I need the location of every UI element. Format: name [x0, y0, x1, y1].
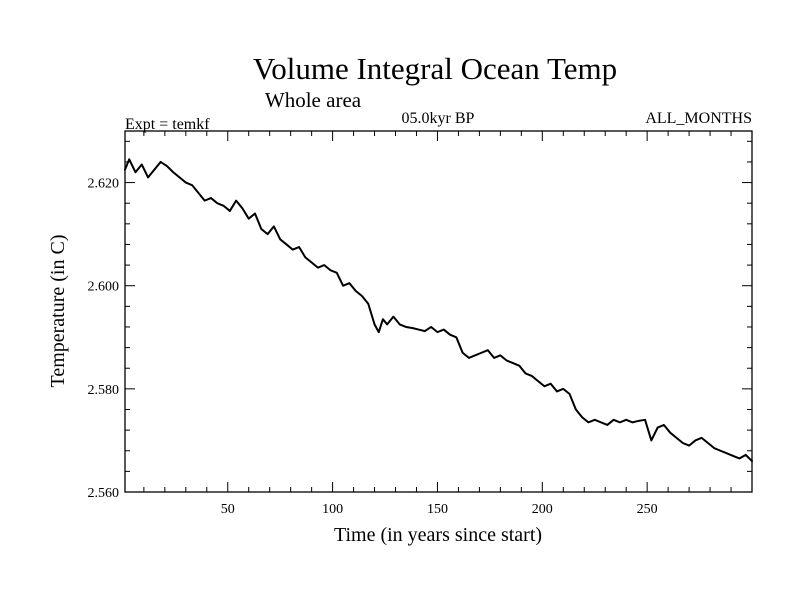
x-tick-label: 100 — [322, 502, 343, 517]
period-label: 05.0kyr BP — [402, 110, 475, 127]
y-tick-label: 2.620 — [88, 177, 120, 192]
experiment-label: Expt = temkf — [125, 116, 210, 133]
y-tick-label: 2.560 — [88, 486, 120, 501]
months-label: ALL_MONTHS — [645, 110, 752, 127]
y-tick-label: 2.600 — [88, 280, 120, 295]
x-tick-label: 50 — [221, 502, 235, 517]
axis-ticks — [125, 131, 752, 492]
x-tick-label: 250 — [637, 502, 658, 517]
y-tick-label: 2.580 — [88, 383, 120, 398]
x-tick-label: 150 — [427, 502, 448, 517]
series-line-temkf — [124, 158, 753, 463]
chart-subtitle: Whole area — [265, 88, 362, 112]
plot-frame — [124, 130, 753, 493]
chart-title: Volume Integral Ocean Temp — [253, 51, 617, 86]
x-tick-label: 200 — [532, 502, 553, 517]
axis-tick-labels: 50 100 150 200 250 2.560 2.580 2.600 2.620 — [88, 177, 658, 517]
y-axis-label: Temperature (in C) — [47, 235, 69, 388]
x-axis-label: Time (in years since start) — [334, 524, 542, 546]
